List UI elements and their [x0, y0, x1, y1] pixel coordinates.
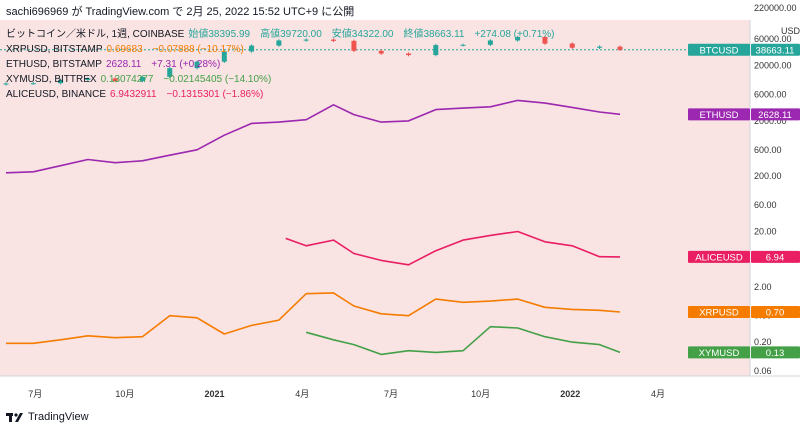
y-tick-label: 6000.00: [754, 90, 787, 100]
btc-candle: [58, 79, 64, 84]
btcusd-price-tag: [751, 43, 800, 56]
y-tick-label: 220000.00: [754, 3, 797, 13]
xymusd-series-line: [305, 325, 621, 356]
x-tick-label: 7月: [384, 389, 398, 399]
btc-candle: [597, 46, 603, 48]
x-tick-label: 4月: [651, 389, 665, 399]
y-tick-label: 0.06: [754, 366, 772, 376]
btc-candle: [303, 39, 309, 41]
x-tick-label: 4月: [295, 389, 309, 399]
legend-name-alice: ALICEUSD, BINANCE: [6, 89, 107, 100]
legend-row-alice[interactable]: ALICEUSD, BINANCE 6.9432911 −0.1315301 (−…: [6, 85, 263, 100]
xymusd-price-tag: [751, 346, 800, 359]
btc-candle: [85, 78, 91, 80]
ethusd-tag: [688, 108, 750, 121]
btc-candle: [378, 50, 384, 54]
legend-row-eth[interactable]: ETHUSD, BITSTAMP 2628.11 +7.31 (+0.28%): [6, 55, 220, 70]
btc-candle: [221, 51, 227, 62]
btcusd-tag-label: BTCUSD: [699, 45, 738, 56]
y-tick-label: 600.00: [754, 145, 782, 155]
btc-candle: [569, 43, 575, 48]
legend-values-xym: 0.13074277 −0.02145405 (−14.10%): [100, 74, 272, 85]
ethusd-tag-label: ETHUSD: [699, 110, 738, 121]
y-tick-label: 60000.00: [754, 34, 792, 44]
btcusd-tag: [688, 43, 750, 56]
aliceusd-price-label: 6.94: [766, 252, 785, 263]
y-tick-label: 2.00: [754, 282, 772, 292]
legend-values-btc: 始値38395.99 高値39720.00 安値34322.00 終値38663…: [188, 29, 555, 40]
btc-candle: [515, 36, 521, 41]
aliceusd-price-tag: [751, 250, 800, 263]
xrpusd-price-tag: [751, 305, 800, 318]
y-tick-label: 20000.00: [754, 61, 792, 71]
x-tick-label: 7月: [28, 389, 42, 399]
price-unit-label: USD: [781, 26, 800, 36]
y-tick-label: 60.00: [754, 200, 777, 210]
legend-values-xrp: 0.69683 −0.07888 (−10.17%): [106, 44, 244, 55]
btc-candle: [249, 45, 255, 52]
plot-area[interactable]: [0, 20, 750, 376]
aliceusd-tag: [688, 250, 750, 263]
x-tick-label: 2022: [560, 389, 580, 399]
tradingview-logo-icon: [6, 413, 23, 422]
btc-candle: [112, 78, 118, 82]
xymusd-tag: [688, 346, 750, 359]
y-tick-label: 20.00: [754, 226, 777, 236]
legend-row-xym[interactable]: XYMUSD, BITTREX 0.13074277 −0.02145405 (−…: [6, 70, 271, 85]
btc-candle: [167, 68, 173, 77]
x-tick-label: 2021: [205, 389, 225, 399]
legend-values-alice: 6.9432911 −0.1315301 (−1.86%): [110, 89, 264, 100]
xrpusd-tag-label: XRPUSD: [699, 307, 739, 318]
btc-candle: [433, 45, 439, 56]
btc-candle: [542, 36, 548, 44]
ethusd-series-line: [5, 99, 621, 174]
xymusd-price-label: 0.13: [766, 348, 785, 359]
btc-candle: [139, 76, 145, 82]
footer: TradingView: [6, 411, 89, 423]
legend-values-eth: 2628.11 +7.31 (+0.28%): [105, 59, 221, 70]
xymusd-tag-label: XYMUSD: [699, 348, 740, 359]
legend-name-xym: XYMUSD, BITTREX: [6, 74, 97, 85]
btc-candle: [351, 40, 357, 51]
ethusd-price-label: 2628.11: [758, 110, 792, 121]
aliceusd-tag-label: ALICEUSD: [695, 252, 743, 263]
ethusd-price-tag: [751, 108, 800, 121]
btc-candle: [330, 39, 336, 41]
btc-candle: [487, 40, 493, 45]
btc-candle: [194, 61, 200, 69]
publish-header: sachi696969 が TradingView.com で 2月 25, 2…: [6, 6, 355, 18]
y-tick-label: 0.20: [754, 337, 772, 347]
btc-candle: [3, 83, 9, 85]
xrpusd-tag: [688, 305, 750, 318]
btc-candle: [460, 44, 466, 46]
btc-candle: [617, 46, 623, 50]
btc-candle: [406, 53, 412, 56]
brand-name: TradingView: [28, 411, 89, 423]
aliceusd-series-line: [285, 230, 621, 266]
btc-candle: [30, 83, 36, 85]
legend-row-btc[interactable]: ビットコイン／米ドル, 1週, COINBASE 始値38395.99 高値397…: [6, 25, 555, 40]
xrpusd-price-label: 0.70: [766, 307, 785, 318]
btcusd-price-label: 38663.11: [756, 45, 795, 56]
legend-name-xrp: XRPUSD, BITSTAMP: [6, 44, 103, 55]
x-tick-label: 10月: [115, 389, 134, 399]
x-tick-label: 10月: [471, 389, 490, 399]
btc-candle: [276, 40, 282, 46]
y-tick-label: 200.00: [754, 171, 782, 181]
y-tick-label: 2000.00: [754, 116, 787, 126]
legend-row-xrp[interactable]: XRPUSD, BITSTAMP 0.69683 −0.07888 (−10.17…: [6, 40, 244, 55]
xrpusd-series-line: [6, 292, 621, 345]
legend-name-eth: ETHUSD, BITSTAMP: [6, 59, 102, 70]
legend-name-btc: ビットコイン／米ドル, 1週, COINBASE: [6, 29, 185, 40]
